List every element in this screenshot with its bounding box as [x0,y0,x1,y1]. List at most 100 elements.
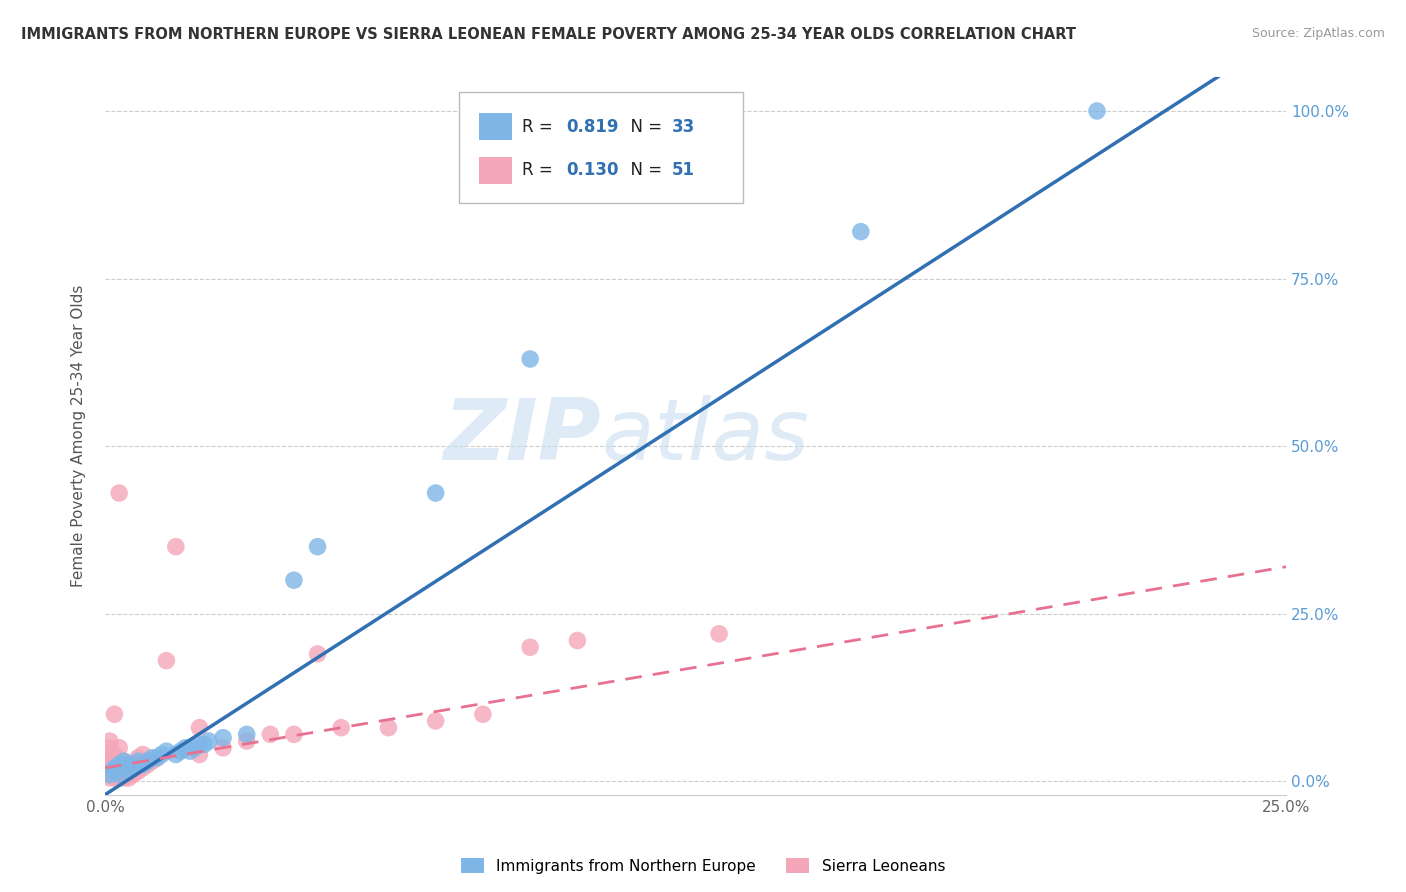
Point [132,761,155,775]
Point [117,771,139,785]
Point [103,707,125,722]
Point [259,727,281,741]
Point [122,757,145,772]
Point [98,734,121,748]
Point [307,540,329,554]
Point [146,751,169,765]
Point [108,767,131,781]
Point [122,761,145,775]
Point [98,740,121,755]
Point [141,751,163,765]
Point [127,751,149,765]
Point [132,747,155,762]
Point [136,757,159,772]
Point [330,721,353,735]
Point [117,757,139,772]
Point [103,754,125,768]
Text: R =: R = [522,118,558,136]
Point [155,654,177,668]
Text: N =: N = [620,161,668,179]
Text: 0.130: 0.130 [567,161,619,179]
Point [112,754,135,768]
Point [122,767,145,781]
Point [184,740,207,755]
Point [188,738,211,752]
Point [103,761,125,775]
Point [98,767,121,781]
Point [188,721,211,735]
Point [108,767,131,781]
Point [112,761,135,775]
Point [849,225,872,239]
Legend: Immigrants from Northern Europe, Sierra Leoneans: Immigrants from Northern Europe, Sierra … [456,852,950,880]
Point [198,734,221,748]
Point [98,754,121,768]
Point [117,761,139,775]
FancyBboxPatch shape [460,92,742,203]
Point [108,740,131,755]
Point [169,744,191,758]
Point [155,744,177,758]
Point [235,727,257,741]
Point [112,754,135,768]
Y-axis label: Female Poverty Among 25-34 Year Olds: Female Poverty Among 25-34 Year Olds [72,285,86,587]
Point [117,764,139,779]
Point [283,727,305,741]
Point [108,754,131,768]
Point [150,747,173,762]
Point [471,707,494,722]
Point [425,486,447,500]
Point [707,627,730,641]
Point [98,761,121,775]
Point [283,573,305,587]
Point [103,771,125,785]
Point [519,351,541,366]
Point [377,721,399,735]
Text: atlas: atlas [600,394,808,477]
Text: R =: R = [522,161,558,179]
Point [212,740,235,755]
Text: N =: N = [620,118,668,136]
Text: 33: 33 [672,118,695,136]
Bar [479,113,512,140]
Point [212,731,235,745]
Point [307,647,329,661]
Point [112,761,135,775]
Point [103,761,125,775]
Point [136,754,159,768]
Point [235,734,257,748]
Bar [479,157,512,184]
Point [127,764,149,779]
Point [112,767,135,781]
Point [1085,103,1108,118]
Point [98,747,121,762]
Text: 51: 51 [672,161,695,179]
Point [519,640,541,655]
Text: IMMIGRANTS FROM NORTHERN EUROPE VS SIERRA LEONEAN FEMALE POVERTY AMONG 25-34 YEA: IMMIGRANTS FROM NORTHERN EUROPE VS SIERR… [21,27,1076,42]
Point [146,751,169,765]
Point [193,738,215,752]
Point [103,764,125,779]
Point [425,714,447,728]
Point [108,486,131,500]
Point [127,754,149,768]
Point [165,540,187,554]
Text: 0.819: 0.819 [567,118,619,136]
Point [179,744,201,758]
Point [141,754,163,768]
Point [108,771,131,785]
Point [98,771,121,785]
Point [103,767,125,781]
Point [132,757,155,772]
Point [188,747,211,762]
Point [112,771,135,785]
Point [103,747,125,762]
Text: ZIP: ZIP [443,394,600,477]
Point [174,740,197,755]
Point [108,757,131,772]
Point [567,633,589,648]
Point [165,747,187,762]
Point [117,767,139,781]
Point [108,761,131,775]
Point [98,767,121,781]
